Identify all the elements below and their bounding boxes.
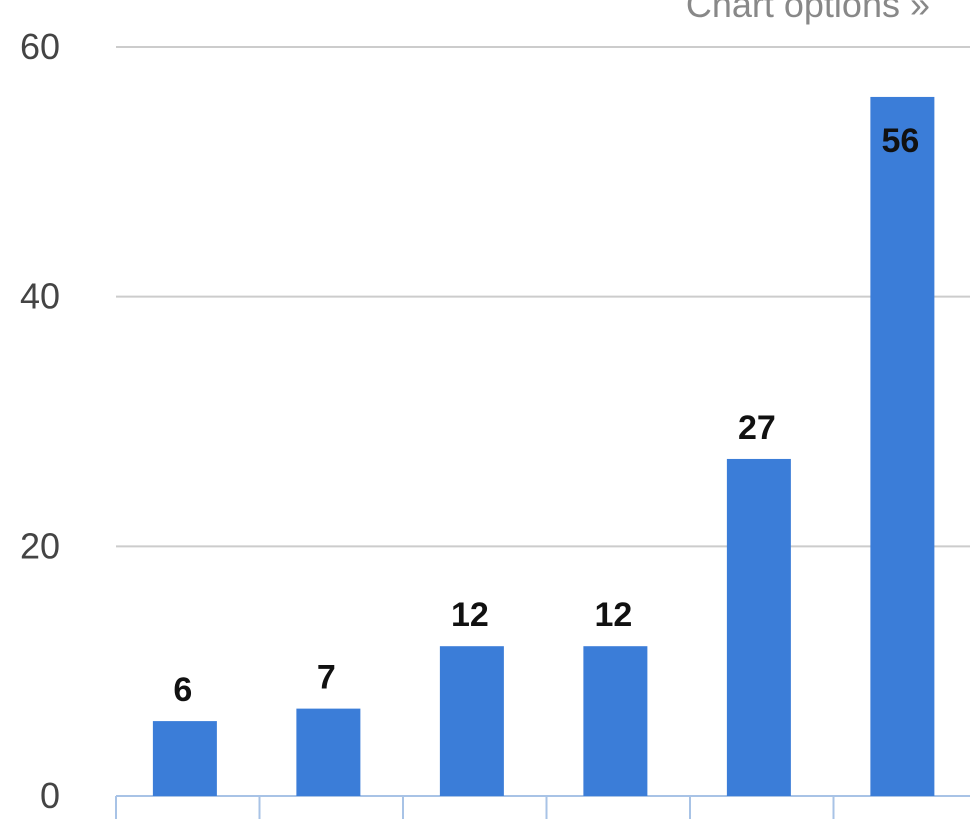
y-tick-label: 60	[20, 26, 60, 67]
bar-4	[583, 646, 648, 796]
bar-2	[296, 708, 361, 796]
y-tick-label: 20	[20, 525, 60, 566]
bar-label-6: 56	[881, 122, 919, 160]
y-tick-label: 40	[20, 276, 60, 317]
bar-label-3: 12	[451, 596, 489, 634]
bar-label-5: 27	[738, 409, 776, 447]
bar-3	[439, 646, 504, 796]
bar-1	[152, 721, 217, 796]
chart-options-link[interactable]: Chart options »	[685, 0, 930, 25]
bar-label-1: 6	[173, 671, 192, 709]
bar-6	[870, 96, 935, 796]
bar-5	[726, 458, 791, 796]
y-tick-label: 0	[40, 775, 60, 816]
bar-label-2: 7	[317, 659, 336, 697]
bar-label-4: 12	[594, 596, 632, 634]
